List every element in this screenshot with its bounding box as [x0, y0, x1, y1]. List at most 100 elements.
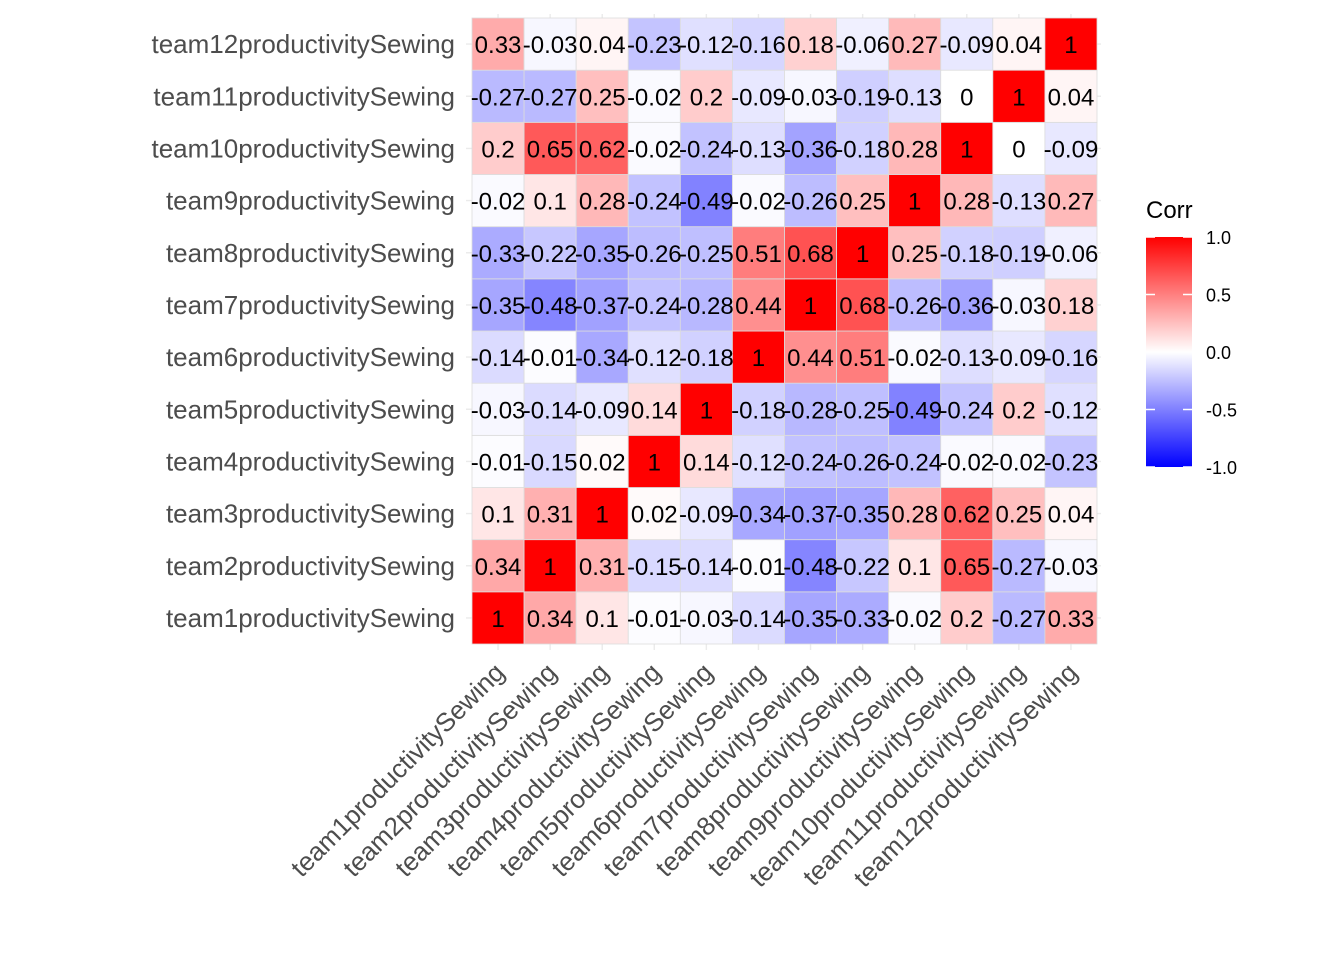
cell-value-label: 0.1: [533, 189, 566, 216]
heatmap-cell: [888, 17, 942, 71]
heatmap-cell: [836, 382, 890, 436]
heatmap-cell: [627, 69, 681, 123]
cell-value-label: 0.04: [1048, 502, 1095, 529]
cell-value-label: 0.34: [475, 554, 522, 581]
cell-value-label: -0.09: [992, 345, 1047, 372]
color-legend: Corr 1.0 0.5 0.0 -0.5 -1.0: [1146, 197, 1237, 478]
cell-value-label: -0.37: [575, 293, 630, 320]
heatmap-cell: [679, 434, 733, 488]
heatmap-cell: [523, 278, 577, 332]
cell-value-label: 0.04: [996, 32, 1043, 59]
cell-value-label: 1: [856, 241, 869, 268]
heatmap-cell: [575, 121, 629, 175]
cell-value-label: 0.27: [1048, 189, 1095, 216]
cell-value-label: -0.36: [783, 136, 838, 163]
cell-value-label: -0.16: [1044, 345, 1099, 372]
heatmap-cell: [471, 278, 525, 332]
cell-value-label: 0.1: [586, 606, 619, 633]
heatmap-cell: [679, 226, 733, 280]
cell-value-label: 0.34: [527, 606, 574, 633]
y-tick-label: team12productivitySewing: [152, 29, 456, 59]
cell-value-label: -0.15: [627, 554, 682, 581]
heatmap-cell: [940, 330, 994, 384]
heatmap-cell: [940, 591, 994, 645]
heatmap-cell: [732, 487, 785, 541]
y-tick-label: team6productivitySewing: [166, 342, 455, 372]
cell-value-label: -0.03: [679, 606, 734, 633]
heatmap-cell: [888, 121, 942, 175]
cell-value-label: 1: [648, 449, 661, 476]
cell-value-label: 0.33: [1048, 606, 1095, 633]
cell-value-label: 0.65: [943, 554, 990, 581]
heatmap-cell: [575, 382, 629, 436]
heatmap-cell: [627, 174, 681, 228]
heatmap-cell: [471, 539, 525, 593]
cell-value-label: 1: [700, 397, 713, 424]
cell-value-label: -0.02: [731, 189, 786, 216]
cell-value-label: -0.24: [939, 397, 994, 424]
heatmap-cell: [992, 17, 1046, 71]
cell-value-label: 0.28: [891, 502, 938, 529]
cell-value-label: 0.14: [683, 449, 730, 476]
cell-value-label: 0: [960, 84, 973, 111]
y-tick-label: team11productivitySewing: [153, 81, 455, 111]
heatmap-cell: [523, 487, 577, 541]
heatmap-cell: [1044, 174, 1098, 228]
cell-value-label: -0.27: [471, 84, 526, 111]
cell-value-label: 0.51: [735, 241, 782, 268]
heatmap-cell: [1044, 226, 1098, 280]
cell-value-label: 0.25: [996, 502, 1043, 529]
heatmap-cell: [784, 487, 837, 541]
cell-value-label: -0.12: [1044, 397, 1099, 424]
heatmap-cell: [940, 539, 994, 593]
cell-value-label: 0.2: [690, 84, 723, 111]
heatmap-cell: [888, 591, 942, 645]
cell-value-label: -0.02: [887, 606, 942, 633]
y-tick-label: team7productivitySewing: [166, 290, 455, 320]
cell-value-label: -0.09: [679, 502, 734, 529]
legend-tick-label: -0.5: [1206, 401, 1237, 421]
cell-value-label: -0.22: [835, 554, 890, 581]
y-tick-label: team1productivitySewing: [166, 603, 455, 633]
cell-value-label: -0.09: [575, 397, 630, 424]
legend-title: Corr: [1146, 197, 1193, 224]
heatmap-cell: [575, 278, 629, 332]
heatmap-cell: [1044, 69, 1098, 123]
heatmap-cell: [784, 434, 837, 488]
heatmap-cell: [523, 226, 577, 280]
heatmap-cell: [1044, 121, 1098, 175]
heatmap-cell: [627, 17, 681, 71]
cell-value-label: 0.02: [579, 449, 626, 476]
heatmap-cell: [471, 69, 525, 123]
cell-value-label: -0.06: [835, 32, 890, 59]
heatmap-cell: [940, 278, 994, 332]
cell-value-label: -0.35: [471, 293, 526, 320]
cell-value-label: 0.28: [891, 136, 938, 163]
heatmap-cell: [471, 434, 525, 488]
heatmap-cell: [784, 226, 837, 280]
cell-value-label: -0.22: [523, 241, 578, 268]
cell-value-label: -0.03: [783, 84, 838, 111]
cell-value-label: -0.01: [523, 345, 578, 372]
cell-value-label: 0.31: [579, 554, 626, 581]
cell-value-label: 0.25: [579, 84, 626, 111]
heatmap-cell: [679, 17, 733, 71]
heatmap-cell: [888, 226, 942, 280]
heatmap-cell: [992, 487, 1046, 541]
heatmap-cell: [575, 539, 629, 593]
legend-ticks: 1.0 0.5 0.0 -0.5 -1.0: [1146, 228, 1237, 478]
cell-value-label: -0.28: [783, 397, 838, 424]
cell-value-label: 1: [596, 502, 609, 529]
cell-value-label: 0.2: [481, 136, 514, 163]
cell-value-label: -0.06: [1044, 241, 1099, 268]
cell-value-label: 1: [752, 345, 765, 372]
cell-value-label: -0.35: [575, 241, 630, 268]
cell-value-label: -0.13: [887, 84, 942, 111]
legend-tick-label: 0.5: [1206, 286, 1231, 306]
cell-value-label: 0.51: [839, 345, 886, 372]
heatmap-cell: [523, 382, 577, 436]
heatmap-cell: [784, 17, 837, 71]
heatmap-cell: [784, 174, 837, 228]
cell-value-label: -0.09: [1044, 136, 1099, 163]
heatmap-cell: [992, 382, 1046, 436]
